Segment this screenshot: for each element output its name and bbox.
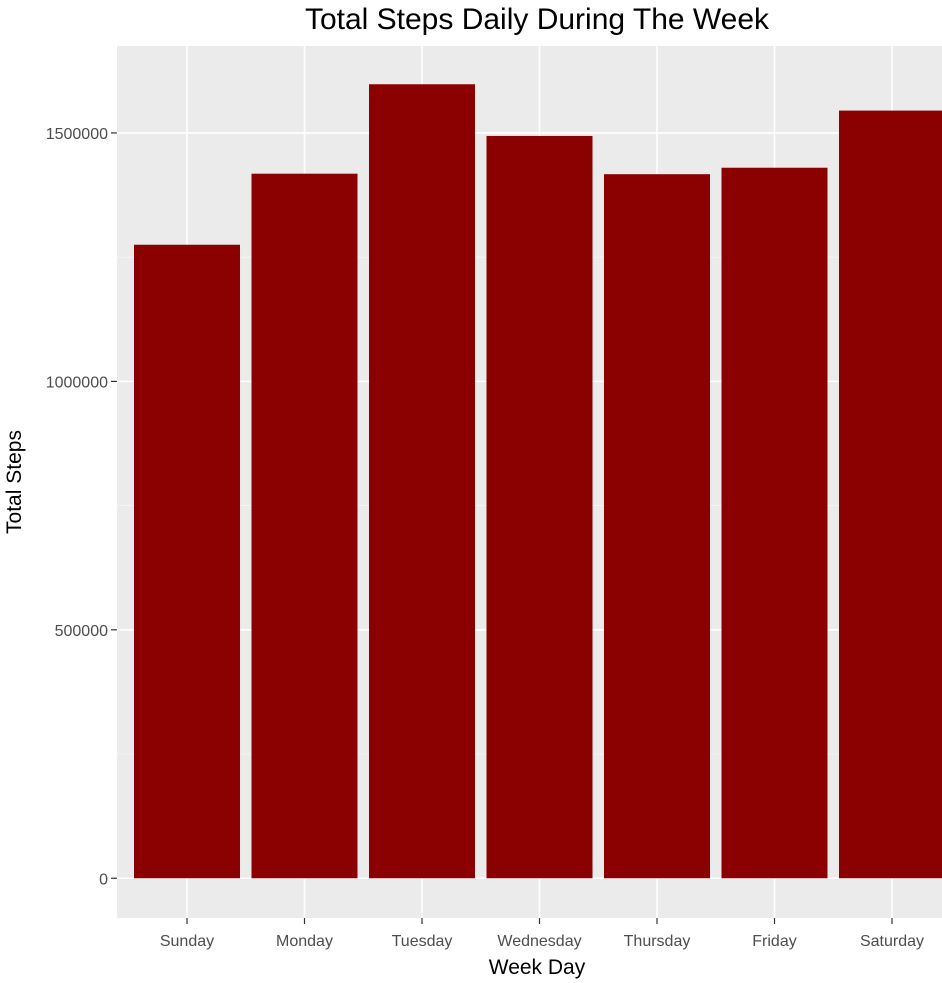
chart-title: Total Steps Daily During The Week	[305, 3, 770, 36]
x-axis-title: Week Day	[489, 956, 586, 979]
x-tick-label-friday: Friday	[752, 933, 796, 950]
bar-thursday	[604, 174, 710, 879]
y-tick-label: 0	[99, 871, 108, 888]
y-tick-label: 1500000	[46, 126, 108, 143]
x-tick-label-sunday: Sunday	[160, 933, 214, 950]
x-axis: Sunday Monday Tuesday Wednesday Thursday Frid…	[160, 918, 924, 950]
x-tick-label-thursday: Thursday	[624, 933, 691, 950]
y-tick-label: 500000	[55, 623, 108, 640]
x-tick-label-saturday: Saturday	[860, 933, 924, 950]
bar-saturday	[839, 110, 942, 879]
x-tick-label-wednesday: Wednesday	[497, 933, 581, 950]
y-tick-label: 1000000	[46, 374, 108, 391]
bar-friday	[721, 167, 828, 879]
y-axis: 0 500000 1000000 1500000	[46, 126, 117, 888]
bar-tuesday	[369, 84, 475, 879]
bar-sunday	[134, 244, 240, 879]
y-axis-title: Total Steps	[3, 430, 26, 534]
x-tick-label-monday: Monday	[276, 933, 333, 950]
bar-monday	[251, 173, 358, 879]
bar-wednesday	[486, 135, 593, 879]
bars	[134, 84, 942, 879]
x-tick-label-tuesday: Tuesday	[392, 933, 453, 950]
